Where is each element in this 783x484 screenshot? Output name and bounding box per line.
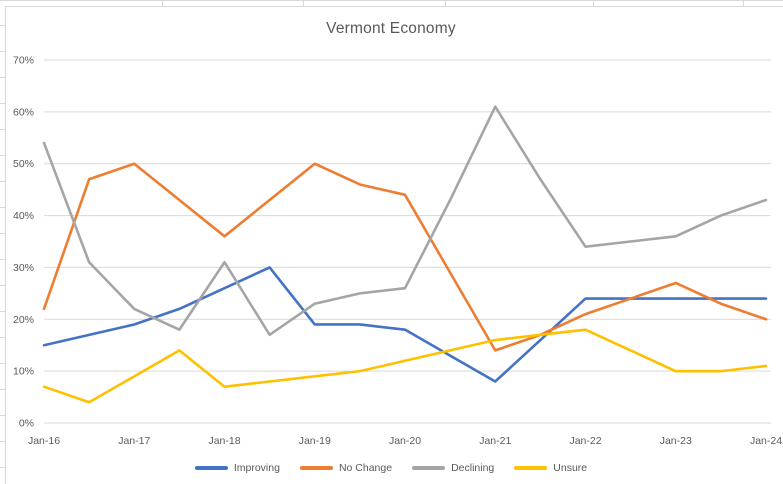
y-axis-tick-label: 70%: [13, 55, 34, 67]
chart-title: Vermont Economy: [326, 20, 456, 37]
y-axis-tick-label: 10%: [13, 366, 34, 378]
vermont-economy-chart[interactable]: Vermont Economy 0% 10% 20% 30% 40% 50% 60% 70% J…: [5, 6, 783, 484]
x-axis-tick-label: Jan-20: [389, 435, 421, 447]
y-axis-tick-label: 40%: [13, 210, 34, 222]
legend-item-unsure[interactable]: Unsure: [514, 462, 587, 474]
series-line-declining: [42, 105, 768, 337]
legend-label: No Change: [338, 462, 393, 474]
x-axis-tick-label: Jan-18: [208, 435, 240, 447]
y-axis-tick-label: 60%: [13, 106, 34, 118]
legend-swatch-icon: [299, 466, 333, 470]
x-axis-tick-label: Jan-22: [569, 435, 601, 447]
y-axis-tick-label: 30%: [13, 262, 34, 274]
sheet-column-gridline: [303, 0, 304, 6]
x-axis-tick-label: Jan-16: [28, 435, 60, 447]
series-line-improving: [42, 266, 768, 383]
sheet-column-gridline: [743, 0, 744, 6]
legend-item-no-change[interactable]: No Change: [299, 462, 393, 474]
plot-area: 0% 10% 20% 30% 40% 50% 60% 70% Jan-16 Jan-17 Jan-1…: [13, 55, 782, 448]
sheet-column-gridline: [445, 0, 446, 6]
chart-legend: Improving No Change Declining Unsure: [6, 457, 776, 479]
legend-label: Improving: [233, 462, 280, 474]
sheet-column-gridline: [593, 0, 594, 6]
legend-item-declining[interactable]: Declining: [412, 462, 494, 474]
legend-swatch-icon: [514, 466, 548, 470]
legend-label: Declining: [451, 462, 495, 474]
x-axis-tick-label: Jan-19: [299, 435, 331, 447]
legend-swatch-icon: [412, 466, 446, 470]
series-line-unsure: [42, 328, 768, 404]
legend-item-improving[interactable]: Improving: [194, 462, 280, 474]
x-axis-tick-label: Jan-17: [118, 435, 150, 447]
sheet-row-gridline: [0, 0, 783, 1]
legend-swatch-icon: [194, 466, 228, 470]
y-axis-tick-label: 0%: [19, 418, 34, 430]
y-axis-tick-label: 20%: [13, 314, 34, 326]
x-axis-tick-label: Jan-21: [479, 435, 511, 447]
x-axis-tick-label: Jan-24: [750, 435, 782, 447]
legend-label: Unsure: [553, 462, 588, 474]
x-axis-tick-label: Jan-23: [660, 435, 692, 447]
sheet-row-gridlines-strip: [0, 0, 5, 484]
series-line-no-change: [42, 162, 768, 352]
sheet-column-gridline: [162, 0, 163, 6]
y-axis-tick-label: 50%: [13, 158, 34, 170]
